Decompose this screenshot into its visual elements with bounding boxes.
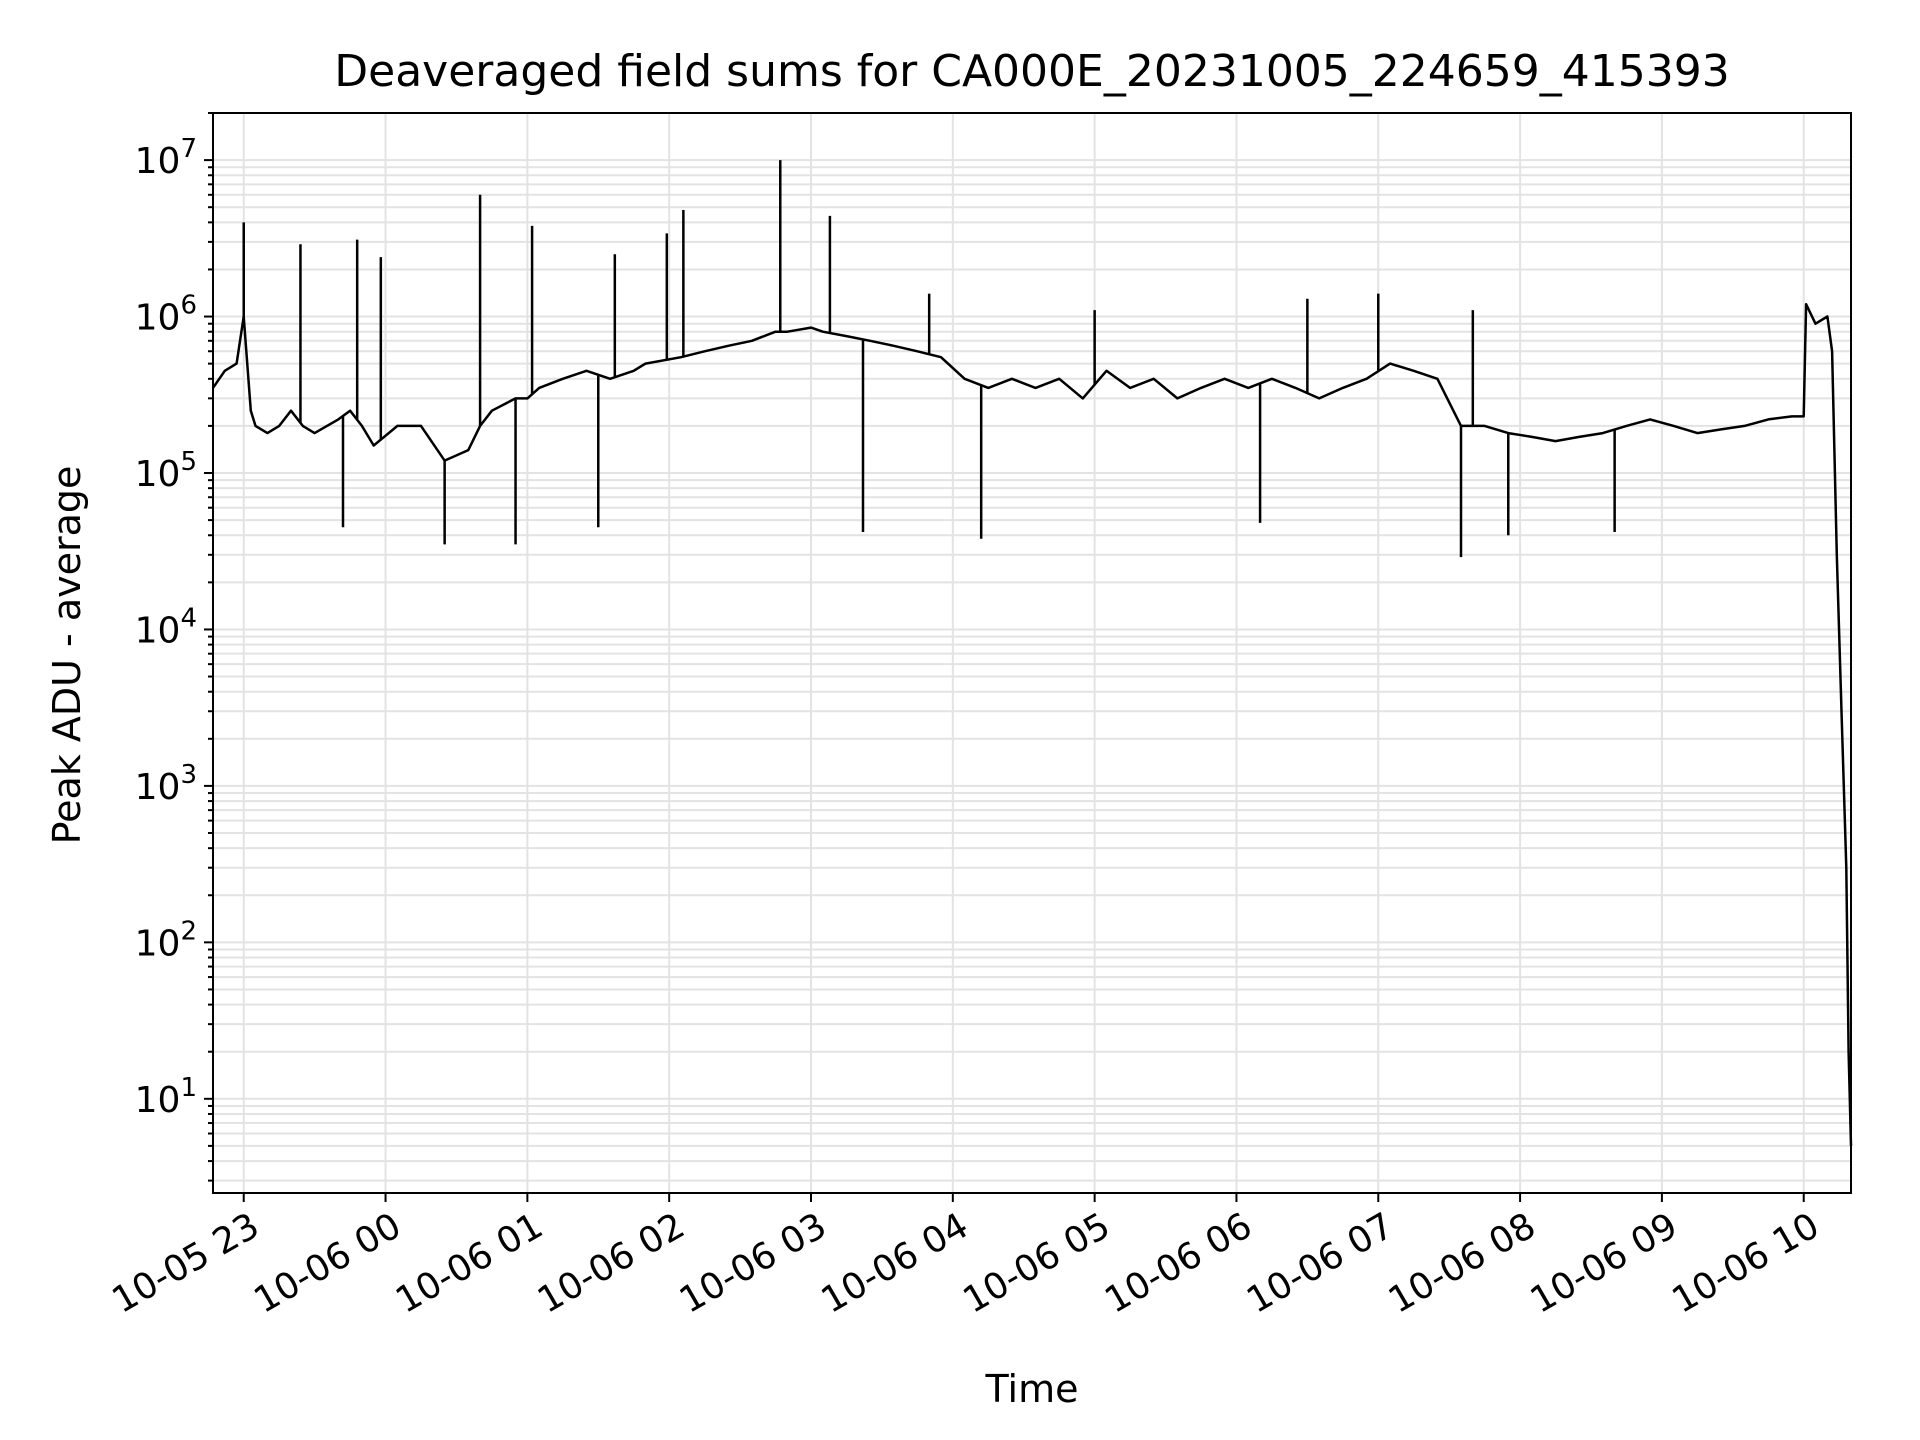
grid-layer xyxy=(213,112,1851,1193)
y-tick-label: 102 xyxy=(135,916,197,964)
y-axis-label: Peak ADU - average xyxy=(45,466,89,845)
y-tick-label-base: 10 xyxy=(135,610,181,651)
x-axis-label: Time xyxy=(985,1367,1079,1411)
y-tick-label: 107 xyxy=(135,134,197,182)
y-tick-label-base: 10 xyxy=(135,454,181,495)
y-tick-label-exponent: 3 xyxy=(180,760,197,790)
y-tick-label-exponent: 5 xyxy=(180,447,197,477)
y-tick-label-base: 10 xyxy=(135,298,181,339)
y-tick-label: 106 xyxy=(135,291,197,339)
y-tick-label: 103 xyxy=(135,760,197,808)
y-tick-label: 104 xyxy=(135,603,197,651)
series-line xyxy=(211,302,1853,1146)
data-layer xyxy=(211,160,1853,1146)
y-tick-label-base: 10 xyxy=(135,141,181,182)
y-tick-label-base: 10 xyxy=(135,1080,181,1121)
y-tick-label-exponent: 1 xyxy=(180,1073,197,1103)
y-tick-label: 105 xyxy=(135,447,197,495)
y-tick-label-base: 10 xyxy=(135,767,181,808)
chart-title: Deaveraged field sums for CA000E_2023100… xyxy=(334,46,1729,97)
y-tick-label-exponent: 7 xyxy=(180,134,197,164)
y-tick-label-base: 10 xyxy=(135,923,181,964)
y-tick-label: 101 xyxy=(135,1073,197,1121)
y-tick-label-exponent: 4 xyxy=(180,603,197,633)
y-tick-label-exponent: 2 xyxy=(180,916,197,946)
y-tick-label-exponent: 6 xyxy=(180,291,197,321)
